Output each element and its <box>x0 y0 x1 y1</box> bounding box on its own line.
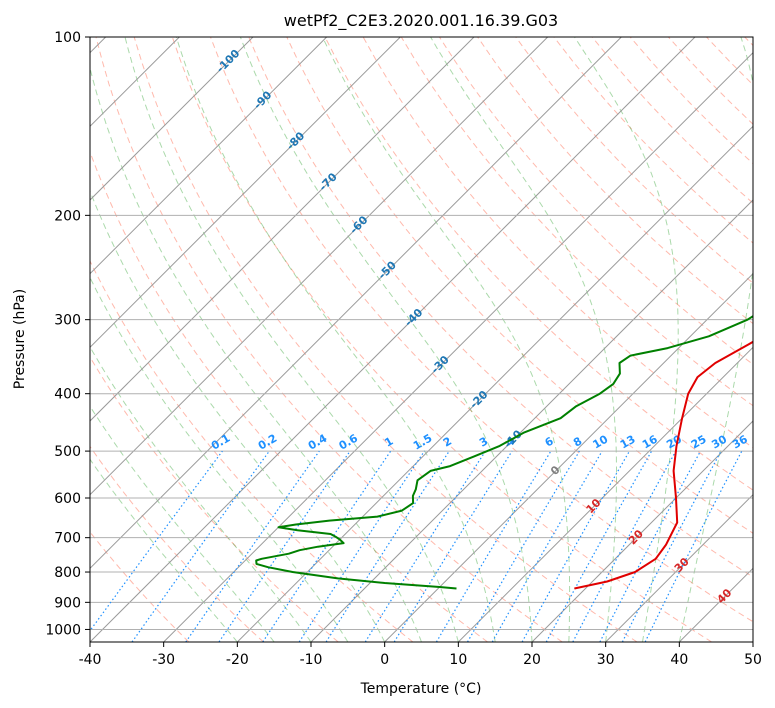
dry-adiabat-line <box>324 37 753 491</box>
x-tick-label: 50 <box>744 652 762 668</box>
isotherm-line <box>90 37 549 496</box>
plot-frame <box>89 36 754 643</box>
isotherm-line <box>310 199 753 642</box>
x-tick-label: -30 <box>152 652 175 668</box>
dewpoint-profile-line <box>255 314 753 590</box>
y-axis-label: Pressure (hPa) <box>12 289 28 389</box>
isotherm-line <box>605 493 753 642</box>
moist-adiabat-line <box>90 458 238 642</box>
profile-lines <box>255 314 753 590</box>
isotherm-line <box>90 37 475 422</box>
mixing-ratio-line <box>545 450 653 642</box>
dry-adiabat-line <box>90 259 414 642</box>
mixing-ratio-line <box>90 450 223 632</box>
mixing-ratio-line <box>393 450 513 642</box>
moist-adiabat-line <box>90 65 422 642</box>
isotherm-line <box>531 420 753 642</box>
moist-adiabat-line <box>239 37 533 642</box>
y-tick-label: 100 <box>54 30 81 46</box>
dry-adiabat-line <box>90 356 339 642</box>
moist-adiabat-line <box>90 405 275 642</box>
temperature-profile-line <box>574 340 753 590</box>
isotherm-line <box>236 125 753 642</box>
mixing-ratio-line <box>262 450 392 642</box>
dry-adiabat-line <box>133 37 638 642</box>
chart-title: wetPf2_C2E3.2020.001.16.39.G03 <box>284 11 558 31</box>
x-tick-label: 10 <box>449 652 467 668</box>
y-tick-label: 300 <box>54 313 81 329</box>
moist-adiabat-line <box>574 37 679 642</box>
x-tick-label: 40 <box>670 652 688 668</box>
dry-adiabat-line <box>210 37 753 623</box>
moist-adiabat-line <box>678 37 753 642</box>
isotherm-line <box>90 37 328 275</box>
y-tick-label: 1000 <box>45 622 81 638</box>
mixing-ratio-line <box>218 450 351 642</box>
dry-adiabat-line <box>248 37 753 578</box>
x-tick-label: -40 <box>79 652 102 668</box>
isotherm-line <box>457 346 753 642</box>
mixing-ratio-line <box>131 450 270 642</box>
moist-adiabat-line <box>175 37 496 642</box>
x-tick-label: 0 <box>380 652 389 668</box>
y-tick-label: 700 <box>54 531 81 547</box>
mixing-ratio-line <box>644 450 743 642</box>
axis-ticks: -40 -30 -20 -10 0 10 20 30 40 50 100 200 300 400 500 60… <box>45 30 762 668</box>
moist-adiabat-line <box>322 37 571 642</box>
dry-adiabat-line <box>95 37 563 642</box>
mixing-ratio-line <box>325 450 450 642</box>
background-lines <box>90 37 753 642</box>
dry-adiabat-line <box>90 445 264 642</box>
y-tick-label: 400 <box>54 387 81 403</box>
x-axis-label: Temperature (°C) <box>360 681 482 697</box>
moist-adiabat-line <box>124 37 459 642</box>
dry-adiabat-line <box>171 37 712 642</box>
x-tick-label: -20 <box>226 652 249 668</box>
x-tick-label: 20 <box>523 652 541 668</box>
mixing-ratio-line <box>572 450 677 642</box>
y-tick-label: 800 <box>54 565 81 581</box>
isotherm-line <box>384 272 753 642</box>
dry-adiabat-line <box>515 37 753 284</box>
moist-adiabat-line <box>90 189 386 642</box>
isotherm-line <box>163 51 753 642</box>
y-tick-label: 900 <box>54 595 81 611</box>
y-tick-label: 200 <box>54 208 81 224</box>
isotherm-line <box>90 37 696 642</box>
mixing-ratio-line <box>185 450 320 642</box>
mixing-ratio-line <box>521 450 631 642</box>
mixing-ratio-line <box>298 450 425 642</box>
x-tick-label: 30 <box>597 652 615 668</box>
isotherm-line <box>90 37 401 349</box>
x-tick-label: -10 <box>300 652 323 668</box>
y-tick-label: 500 <box>54 444 81 460</box>
moist-adiabat-line <box>90 276 349 642</box>
isotherm-line <box>90 37 622 570</box>
moist-adiabat-line <box>430 37 617 642</box>
isotherm-line <box>90 37 254 201</box>
y-tick-label: 600 <box>54 491 81 507</box>
dry-adiabat-line <box>286 37 753 534</box>
